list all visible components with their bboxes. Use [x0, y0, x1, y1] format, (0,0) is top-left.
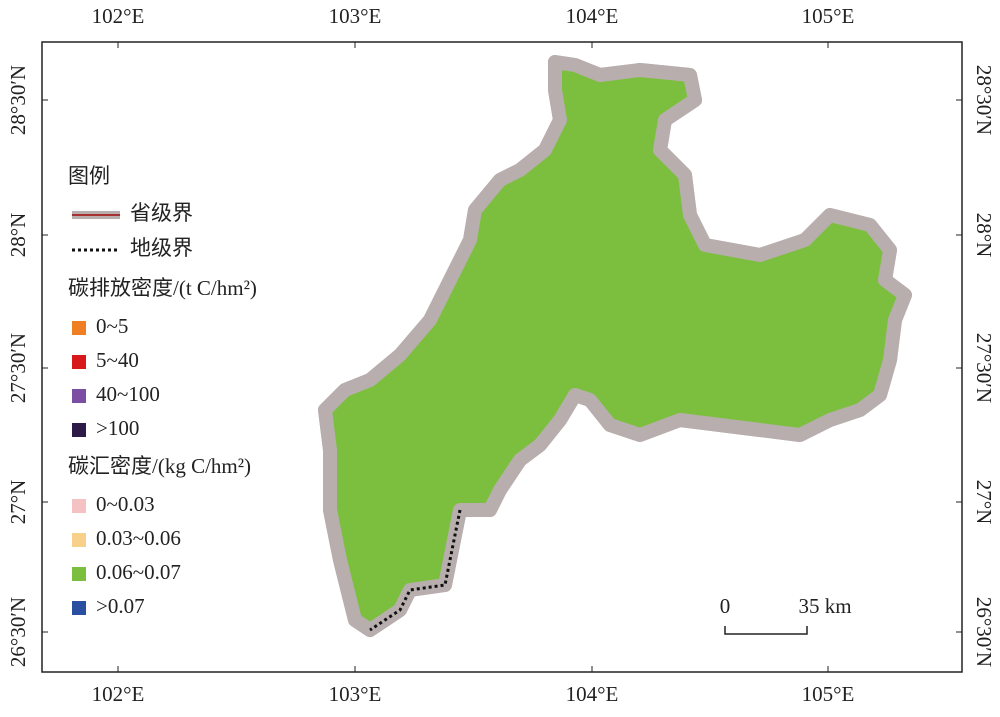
lat-label-right: 28°30′N	[972, 65, 996, 135]
legend-label: 0.03~0.06	[96, 526, 181, 550]
legend-label: 5~40	[96, 348, 139, 372]
legend-title: 图例	[68, 164, 110, 188]
lon-label-bottom: 104°E	[566, 682, 619, 706]
legend-swatch	[72, 321, 86, 335]
legend-swatch	[72, 355, 86, 369]
lat-label-right: 26°30′N	[972, 597, 996, 667]
map-frame	[41, 41, 963, 673]
scale-start: 0	[720, 594, 731, 618]
legend-group-title: 碳汇密度/(kg C/hm²)	[68, 454, 251, 478]
lon-label-bottom: 105°E	[802, 682, 855, 706]
legend-swatch	[72, 533, 86, 547]
legend-group-title: 碳排放密度/(t C/hm²)	[68, 276, 257, 300]
legend-label: 地级界	[130, 236, 193, 260]
lon-label-top: 105°E	[802, 4, 855, 28]
legend-label: 40~100	[96, 382, 160, 406]
map-body	[318, 55, 912, 637]
lat-label-right: 27°N	[972, 480, 996, 525]
legend-label: 0.06~0.07	[96, 560, 181, 584]
legend-label: 0~5	[96, 314, 128, 338]
lat-label-right: 27°30′N	[972, 333, 996, 403]
lat-label-left: 27°30′N	[6, 333, 30, 403]
legend-swatch	[72, 499, 86, 513]
scale-end: 35 km	[798, 594, 851, 618]
scale-bar: 0 35 km	[720, 594, 852, 635]
lon-label-top: 104°E	[566, 4, 619, 28]
lon-label-top: 102°E	[92, 4, 145, 28]
lon-label-bottom: 103°E	[329, 682, 382, 706]
legend-label: 省级界	[130, 201, 193, 225]
lat-label-left: 28°30′N	[6, 65, 30, 135]
legend-swatch	[72, 389, 86, 403]
legend-swatch	[72, 423, 86, 437]
lat-label-left: 26°30′N	[6, 597, 30, 667]
scale-line	[724, 626, 808, 635]
lat-label-left: 27°N	[6, 480, 30, 525]
legend-swatch	[72, 567, 86, 581]
lat-label-right: 28°N	[972, 213, 996, 258]
lon-label-top: 103°E	[329, 4, 382, 28]
prefecture-boundary	[369, 509, 462, 632]
legend-label: >100	[96, 416, 139, 440]
legend-label: >0.07	[96, 594, 145, 618]
lat-label-left: 28°N	[6, 213, 30, 258]
legend-label: 0~0.03	[96, 492, 155, 516]
lon-label-bottom: 102°E	[92, 682, 145, 706]
legend-swatch	[72, 601, 86, 615]
